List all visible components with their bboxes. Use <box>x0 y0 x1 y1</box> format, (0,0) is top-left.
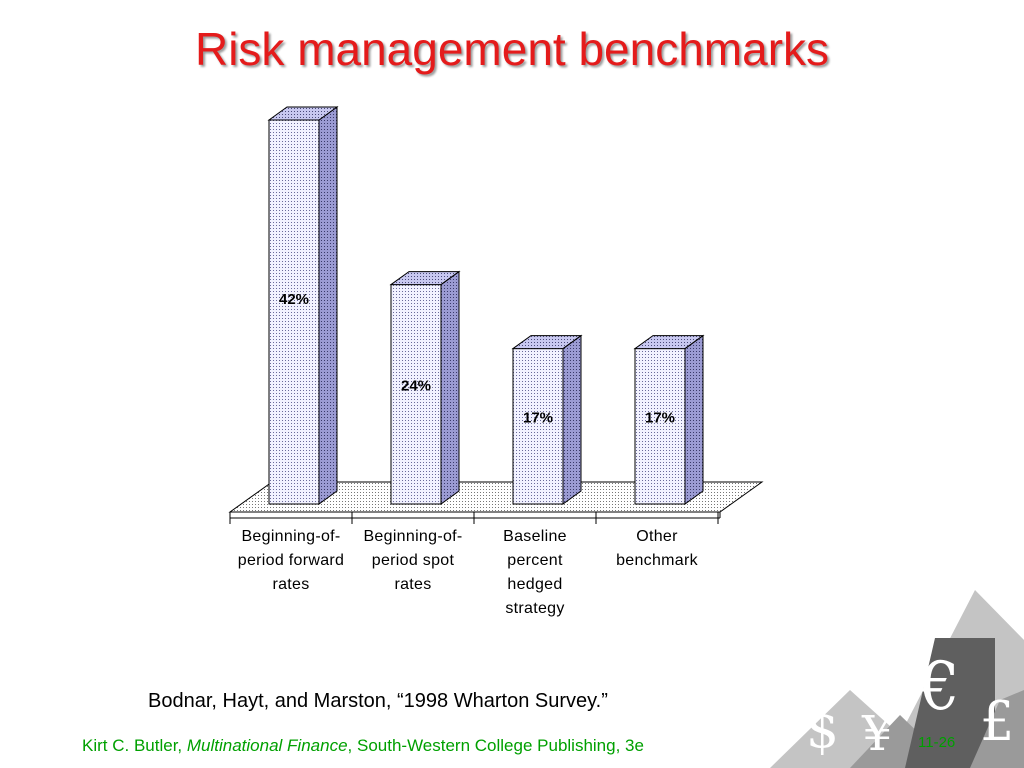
slide-number: 11-26 <box>918 734 956 751</box>
category-label-line: Other <box>636 528 678 545</box>
category-label-1: Beginning-of-period forward rates <box>230 525 352 597</box>
data-label-4: 17% <box>645 409 675 426</box>
category-label-line: rates <box>272 576 310 593</box>
footer-author: Kirt C. Butler, <box>82 736 183 755</box>
category-label-line: hedged <box>507 576 563 593</box>
chart-floor <box>228 481 764 519</box>
category-label-line: rates <box>394 576 432 593</box>
bar-top-face <box>633 335 705 350</box>
bar-front-face <box>390 284 442 505</box>
bar-side-face <box>440 270 460 505</box>
source-citation: Bodnar, Hayt, and Marston, “1998 Wharton… <box>148 690 608 712</box>
footer-credit: Kirt C. Butler, Multinational Finance, S… <box>82 736 644 756</box>
category-label-line: percent <box>507 552 563 569</box>
bar-1 <box>267 106 339 505</box>
bars <box>267 106 705 505</box>
data-label-3: 17% <box>523 409 553 426</box>
footer-publisher: , South-Western College Publishing, 3e <box>347 736 644 755</box>
bar-4 <box>633 334 705 505</box>
category-label-2: Beginning-of-period spot rates <box>352 525 474 597</box>
data-label-2: 24% <box>401 377 431 394</box>
data-label-1: 42% <box>279 291 309 308</box>
bar-2 <box>389 270 461 505</box>
bar-side-face <box>318 106 338 505</box>
x-axis-ticks <box>229 512 719 524</box>
yen-symbol: ¥ <box>862 706 893 762</box>
pound-symbol: £ <box>980 690 1015 753</box>
bar-top-face <box>267 106 339 121</box>
bar-3 <box>511 334 583 505</box>
category-label-line: strategy <box>505 600 565 617</box>
bar-front-face <box>268 119 320 505</box>
bar-front-face <box>634 348 686 505</box>
bar-side-face <box>684 334 704 505</box>
currency-decoration <box>770 590 1024 768</box>
dollar-symbol: $ <box>806 700 840 760</box>
category-label-line: Beginning-of- <box>241 528 341 545</box>
category-label-line: benchmark <box>616 552 698 569</box>
footer-book-title: Multinational Finance <box>186 736 348 755</box>
euro-symbol: € <box>918 648 960 725</box>
slide-title: Risk management benchmarks <box>194 23 830 75</box>
category-label-3: Baseline percent hedged strategy <box>474 525 596 621</box>
category-label-4: Other benchmark <box>596 525 718 573</box>
data-labels: 42% 24% 17% 17% <box>279 291 675 426</box>
category-label-line: Baseline <box>503 528 567 545</box>
category-label-line: period forward <box>237 552 345 569</box>
category-label-line: Beginning-of- <box>363 528 463 545</box>
bar-top-face <box>511 335 583 350</box>
bar-top-face <box>389 271 461 286</box>
bar-side-face <box>562 334 582 505</box>
category-label-line: period spot <box>371 552 455 569</box>
